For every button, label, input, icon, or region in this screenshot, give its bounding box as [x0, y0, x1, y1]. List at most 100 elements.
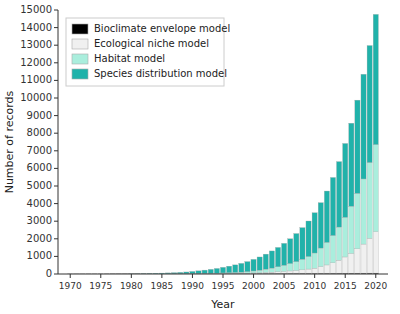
- bar: [275, 247, 280, 266]
- x-tick-label: 1970: [59, 281, 82, 291]
- bar: [288, 271, 293, 273]
- legend-label: Species distribution model: [94, 68, 227, 79]
- x-tick: [345, 274, 346, 278]
- x-tick-label: 2010: [303, 281, 326, 291]
- bar: [355, 100, 360, 193]
- chart: 0 1000 2000 3000 4000 5000 6000 7000 8000 9000 100…: [0, 0, 400, 314]
- x-tick: [70, 274, 71, 278]
- y-tick-label: 4000: [27, 198, 52, 209]
- bar: [282, 265, 287, 271]
- y-tick: [54, 168, 58, 169]
- bar: [263, 254, 268, 269]
- x-axis-label: Year: [210, 298, 235, 311]
- x-tick: [131, 274, 132, 278]
- y-tick-label: 3000: [27, 215, 52, 226]
- y-tick-label: 15000: [20, 4, 52, 15]
- bar: [257, 257, 262, 270]
- bar: [318, 248, 323, 266]
- bar: [355, 193, 360, 248]
- y-tick-label: 10000: [20, 92, 52, 103]
- bar: [367, 238, 372, 273]
- bar: [294, 262, 299, 271]
- y-axis-label: Number of records: [3, 90, 16, 193]
- y-axis-line: [58, 10, 59, 274]
- bar: [190, 271, 195, 273]
- x-tick: [161, 274, 162, 278]
- bar: [367, 163, 372, 239]
- y-tick: [54, 150, 58, 151]
- bar: [245, 272, 250, 273]
- bar: [324, 191, 329, 242]
- y-tick-label: 1000: [27, 250, 52, 261]
- x-tick-label: 2005: [273, 281, 296, 291]
- y-tick-label: 9000: [27, 110, 52, 121]
- bar: [306, 221, 311, 257]
- bar: [373, 145, 378, 232]
- bar: [306, 257, 311, 269]
- bar: [330, 177, 335, 235]
- x-tick: [375, 274, 376, 278]
- y-tick: [54, 133, 58, 134]
- bar: [318, 203, 323, 248]
- bar: [275, 267, 280, 272]
- bar: [306, 269, 311, 273]
- bar: [343, 257, 348, 273]
- y-tick-label: 0: [46, 268, 52, 279]
- y-tick-label: 14000: [20, 22, 52, 33]
- bar: [288, 239, 293, 264]
- bar: [269, 268, 274, 272]
- bar: [349, 253, 354, 273]
- bar: [361, 244, 366, 273]
- y-tick: [54, 80, 58, 81]
- bar: [275, 272, 280, 274]
- y-tick-label: 12000: [20, 57, 52, 68]
- bar: [184, 272, 189, 274]
- y-tick: [54, 115, 58, 116]
- bar: [312, 253, 317, 268]
- bar: [361, 179, 366, 244]
- bar: [282, 243, 287, 265]
- bar: [214, 268, 219, 273]
- x-tick-label: 1990: [181, 281, 204, 291]
- bar: [282, 271, 287, 273]
- x-tick-label: 1995: [212, 281, 235, 291]
- bar: [269, 251, 274, 268]
- y-tick: [54, 10, 58, 11]
- legend-label: Habitat model: [94, 53, 165, 64]
- bar: [196, 271, 201, 274]
- legend-swatch: [72, 39, 88, 49]
- bar: [337, 260, 342, 273]
- bar: [343, 217, 348, 257]
- x-tick-label: 1980: [120, 281, 143, 291]
- x-tick-label: 2000: [242, 281, 265, 291]
- y-tick-label: 8000: [27, 127, 52, 138]
- legend-label: Ecological niche model: [94, 38, 209, 49]
- x-tick-label: 1985: [150, 281, 173, 291]
- y-tick-label: 7000: [27, 145, 52, 156]
- bar: [294, 270, 299, 273]
- x-tick: [253, 274, 254, 278]
- bar: [330, 263, 335, 273]
- y-tick: [54, 98, 58, 99]
- x-tick: [314, 274, 315, 278]
- bar: [269, 272, 274, 273]
- bar: [239, 263, 244, 272]
- y-tick: [54, 27, 58, 28]
- bar: [373, 14, 378, 144]
- bar: [300, 228, 305, 260]
- bar: [178, 272, 183, 273]
- bar: [245, 262, 250, 272]
- x-tick-label: 2015: [334, 281, 357, 291]
- y-tick-label: 6000: [27, 162, 52, 173]
- bar: [337, 162, 342, 227]
- y-tick: [54, 221, 58, 222]
- bar: [208, 269, 213, 273]
- y-tick: [54, 62, 58, 63]
- page: {"chart_data": {"type": "bar", "stacked"…: [0, 0, 400, 314]
- x-tick-label: 1975: [89, 281, 112, 291]
- bar: [251, 271, 256, 273]
- bar: [227, 266, 232, 273]
- bar: [343, 143, 348, 217]
- bar: [202, 270, 207, 273]
- y-tick-label: 5000: [27, 180, 52, 191]
